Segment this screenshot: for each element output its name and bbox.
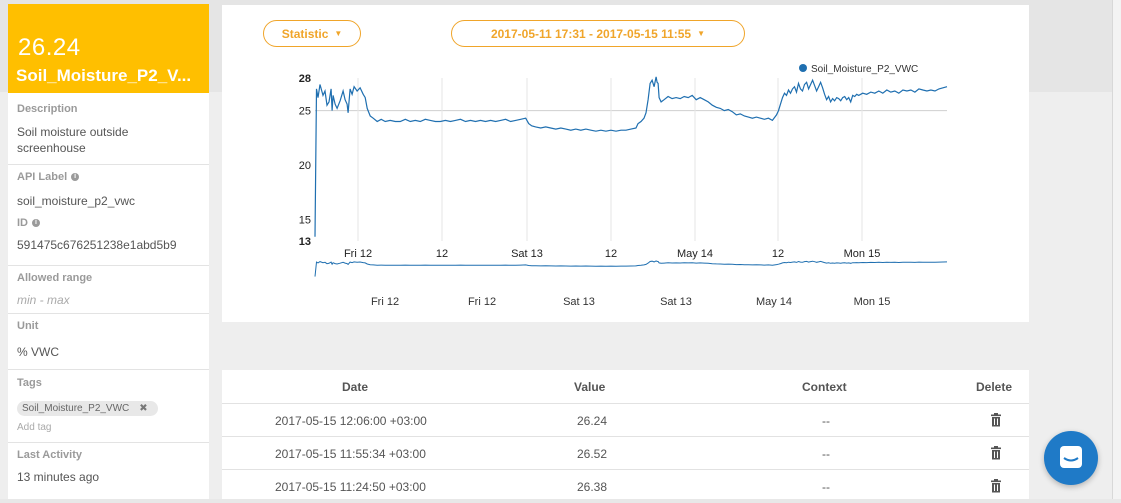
date-cell: 2017-05-15 11:24:50 +03:00 — [275, 480, 426, 494]
navigator-tick-label: Sat 13 — [563, 296, 595, 308]
date-range-picker[interactable]: 2017-05-11 17:31 - 2017-05-15 11:55 ▼ — [451, 20, 745, 47]
date-range-label: 2017-05-11 17:31 - 2017-05-15 11:55 — [490, 26, 692, 41]
value-cell[interactable]: 26.24 — [577, 414, 608, 428]
context-cell[interactable]: -- — [822, 414, 830, 428]
allowed-range-section: Allowed range min - max — [8, 266, 209, 314]
last-activity-section: Last Activity 13 minutes ago — [8, 443, 209, 493]
tag-chip[interactable]: Soil_Moisture_P2_VWC ✖ — [17, 401, 158, 416]
description-title: Description — [17, 103, 78, 115]
y-tick-label: 28 — [299, 73, 311, 85]
navigator-tick-label: Fri 12 — [468, 296, 496, 308]
navigator-tick-label: Sat 13 — [660, 296, 692, 308]
series-line — [314, 76, 948, 237]
navigator-tick-label: Mon 15 — [854, 296, 891, 308]
x-tick-label: 12 — [605, 248, 617, 260]
trash-icon[interactable] — [990, 479, 1002, 493]
info-icon[interactable]: i — [32, 219, 40, 227]
variable-sidebar: 26.24 Soil_Moisture_P2_V... Description … — [8, 4, 209, 499]
date-cell: 2017-05-15 11:55:34 +03:00 — [275, 447, 426, 461]
tags-title: Tags — [17, 377, 42, 389]
line-chart[interactable]: 28 25 20 15 13 Fri 12 12 Sat 13 12 May 14 12 Mon 1… — [222, 5, 1029, 322]
context-column-header: Context — [802, 380, 847, 394]
info-icon[interactable]: i — [71, 173, 80, 181]
x-tick-label: 12 — [436, 248, 448, 260]
unit-value[interactable]: % VWC — [17, 345, 59, 359]
value-cell[interactable]: 26.52 — [577, 447, 608, 461]
x-tick-label: 12 — [772, 248, 784, 260]
chevron-down-icon: ▼ — [334, 29, 343, 38]
trash-icon[interactable] — [990, 446, 1002, 460]
navigator-tick-label: Fri 12 — [371, 296, 399, 308]
context-cell[interactable]: -- — [822, 480, 830, 494]
table-row: 2017-05-15 11:24:50 +03:00 26.38 -- — [222, 469, 1029, 503]
unit-section: Unit % VWC — [8, 314, 209, 370]
date-column-header: Date — [342, 380, 369, 394]
allowed-range-value[interactable]: min - max — [17, 293, 70, 307]
scrollbar-track[interactable] — [1112, 0, 1121, 499]
y-tick-label: 20 — [299, 160, 311, 172]
legend-marker — [799, 64, 807, 72]
date-cell: 2017-05-15 12:06:00 +03:00 — [275, 414, 427, 428]
table-row: 2017-05-15 12:06:00 +03:00 26.24 -- — [222, 403, 1029, 437]
statistic-label: Statistic — [281, 26, 329, 41]
value-column-header: Value — [574, 380, 606, 394]
legend-label[interactable]: Soil_Moisture_P2_VWC — [811, 64, 918, 75]
table-row: 2017-05-15 11:55:34 +03:00 26.52 -- — [222, 436, 1029, 470]
api-label-title: API Label — [17, 171, 68, 183]
chart-card: Statistic ▼ 2017-05-11 17:31 - 2017-05-1… — [222, 5, 1029, 322]
tag-label: Soil_Moisture_P2_VWC — [22, 403, 130, 414]
navigator-line[interactable] — [314, 260, 948, 277]
last-value: 26.24 — [18, 34, 81, 61]
add-tag-input[interactable]: Add tag — [17, 422, 52, 433]
chat-icon — [1060, 446, 1082, 468]
trash-icon[interactable] — [990, 413, 1002, 427]
unit-title: Unit — [17, 320, 39, 332]
x-tick-label: Sat 13 — [511, 248, 543, 260]
tags-section: Tags Soil_Moisture_P2_VWC ✖ Add tag — [8, 370, 209, 443]
navigator-tick-label: May 14 — [756, 296, 792, 308]
last-activity-title: Last Activity — [17, 449, 83, 461]
statistic-dropdown[interactable]: Statistic ▼ — [263, 20, 361, 47]
y-tick-label: 25 — [299, 106, 311, 118]
description-text[interactable]: Soil moisture outside screenhouse — [17, 125, 129, 155]
allowed-range-title: Allowed range — [17, 272, 93, 284]
chevron-down-icon: ▼ — [697, 29, 706, 38]
x-tick-label: Fri 12 — [344, 248, 372, 260]
id-value: 591475c676251238e1abd5b9 — [17, 238, 177, 252]
close-icon[interactable]: ✖ — [139, 403, 148, 414]
variable-header-card: 26.24 Soil_Moisture_P2_V... — [8, 4, 209, 93]
id-title: ID — [17, 217, 28, 229]
delete-column-header: Delete — [976, 380, 1013, 394]
variable-name[interactable]: Soil_Moisture_P2_V... — [16, 66, 192, 85]
description-section: Description Soil moisture outside screen… — [8, 93, 209, 165]
y-tick-label: 13 — [299, 236, 311, 248]
y-tick-label: 15 — [299, 214, 311, 226]
x-tick-label: Mon 15 — [844, 248, 881, 260]
value-cell[interactable]: 26.38 — [577, 480, 608, 494]
values-table: Date Value Context Delete 2017-05-15 12:… — [222, 370, 1029, 499]
context-cell[interactable]: -- — [822, 447, 830, 461]
x-tick-label: May 14 — [677, 248, 713, 260]
chat-button[interactable] — [1044, 431, 1098, 485]
api-label-value[interactable]: soil_moisture_p2_vwc — [17, 194, 136, 208]
api-label-section: API Label i soil_moisture_p2_vwc ID i 59… — [8, 165, 209, 266]
last-activity-value: 13 minutes ago — [17, 470, 100, 484]
